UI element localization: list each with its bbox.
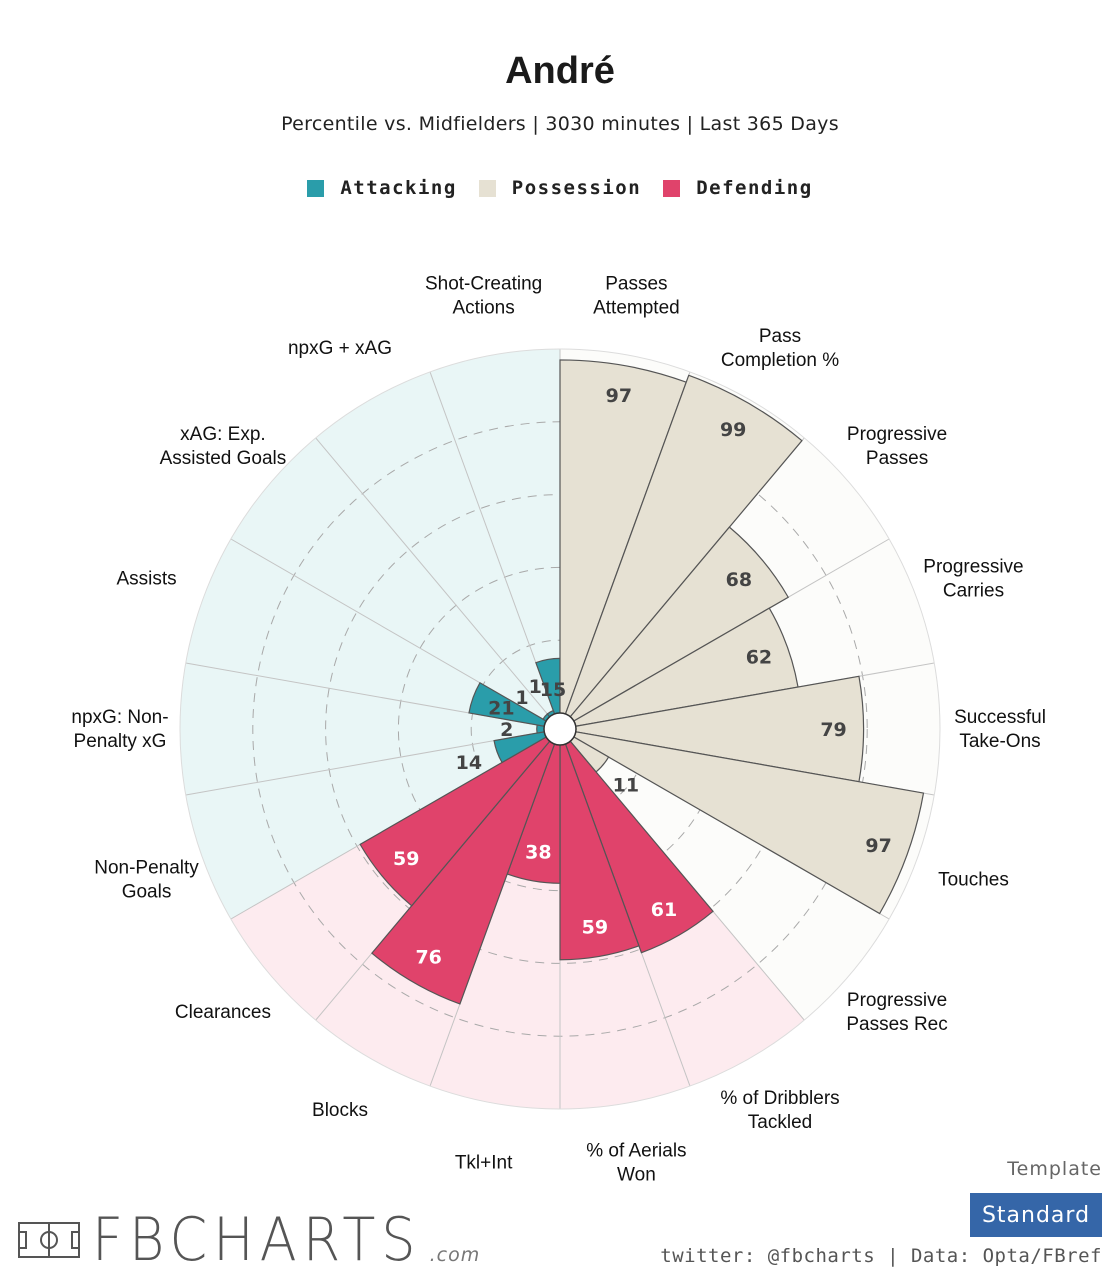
value-label-of-aerials-won: 59 [582, 917, 608, 939]
category-label-pass-completion: Pass Completion % [721, 326, 839, 371]
value-label-progressive-carries: 62 [746, 647, 772, 669]
category-label-line: Non-Penalty [94, 857, 199, 878]
legend-label-attacking: Attacking [340, 177, 457, 199]
category-label-line: xAG: Exp. [180, 424, 266, 445]
bg-sector-assists [185, 539, 547, 727]
legend-label-defending: Defending [696, 177, 813, 199]
category-label-line: Assisted Goals [160, 448, 287, 469]
chart-title: André [505, 50, 615, 92]
chart-subtitle: Percentile vs. Midfielders | 3030 minute… [281, 113, 839, 135]
category-label-shot-creating-actions: Shot-Creating Actions [425, 274, 542, 319]
category-label-progressive-passes-rec: Progressive Passes Rec [846, 990, 947, 1035]
outer-ring [179, 348, 941, 1110]
legend: Attacking Possession Defending [0, 177, 1120, 199]
template-button[interactable]: Standard [970, 1193, 1102, 1237]
value-label-pass-completion: 99 [720, 419, 746, 441]
category-label-line: Passes Rec [846, 1014, 947, 1035]
category-label-line: Blocks [312, 1100, 368, 1121]
category-label-line: % of Dribblers [720, 1088, 839, 1109]
category-label-line: Completion % [721, 350, 839, 371]
category-label-line: Tackled [748, 1112, 812, 1133]
category-label-of-aerials-won: % of Aerials Won [586, 1140, 686, 1185]
category-label-line: Pass [759, 326, 801, 347]
category-label-of-dribblers-tackled: % of Dribblers Tackled [720, 1088, 839, 1133]
category-label-non-penalty-goals: Non-Penalty Goals [94, 857, 199, 902]
value-label-touches: 97 [865, 835, 891, 857]
category-label-successful-take-ons: Successful Take-Ons [954, 707, 1046, 752]
center-hole [543, 712, 577, 746]
category-label-line: npxG + xAG [288, 338, 392, 359]
value-label-of-dribblers-tackled: 61 [651, 899, 677, 921]
category-label-line: Won [617, 1164, 656, 1185]
value-label-progressive-passes: 68 [726, 569, 752, 591]
legend-item-possession: Possession [478, 177, 642, 199]
value-label-non-penalty-goals: 14 [456, 752, 482, 774]
category-label-passes-attempted: Passes Attempted [593, 274, 680, 319]
legend-swatch-defending [663, 179, 681, 197]
brand-logo: FBCHARTS .com [18, 1204, 481, 1275]
spoke-0 [429, 371, 555, 715]
legend-item-attacking: Attacking [307, 177, 456, 199]
category-label-line: % of Aerials [586, 1140, 686, 1161]
category-label-line: Progressive [847, 424, 947, 445]
value-label-blocks: 76 [415, 946, 441, 968]
category-label-line: npxG: Non- [71, 707, 168, 728]
category-label-npxg-non-penalty-xg: npxG: Non- Penalty xG [71, 707, 168, 752]
category-label-line: Tkl+Int [455, 1152, 513, 1173]
bg-sector-shot-creating-actions [430, 349, 560, 714]
bg-sector-progressive-passes-rec [570, 737, 890, 1021]
value-label-npxg-xag: 1 [529, 676, 542, 698]
brand-suffix: .com [429, 1243, 481, 1266]
category-label-line: Shot-Creating [425, 274, 542, 295]
value-label-assists: 21 [488, 698, 514, 720]
category-label-npxg-xag: npxG + xAG [288, 338, 392, 359]
category-label-progressive-passes: Progressive Passes [847, 424, 947, 469]
value-label-tkl-int: 38 [525, 841, 551, 863]
value-label-shot-creating-actions: 15 [540, 679, 566, 701]
category-label-clearances: Clearances [175, 1002, 271, 1023]
bg-sector-npxg-xag [315, 371, 555, 717]
category-label-line: Passes [866, 448, 928, 469]
brand-name: FBCHARTS [92, 1204, 422, 1275]
category-label-line: Carries [943, 581, 1004, 602]
category-label-line: Clearances [175, 1002, 271, 1023]
bg-sector-xag-exp-assisted-goals [230, 437, 550, 721]
bg-sector-npxg-non-penalty-xg [180, 663, 545, 795]
value-label-progressive-passes-rec: 11 [613, 774, 639, 796]
category-label-line: Take-Ons [959, 731, 1040, 752]
value-label-xag-exp-assisted-goals: 1 [515, 687, 528, 709]
category-label-line: Progressive [847, 990, 947, 1011]
bg-sector-non-penalty-goals [185, 731, 547, 919]
category-label-line: Progressive [923, 557, 1023, 578]
credits: twitter: @fbcharts | Data: Opta/FBref [660, 1245, 1102, 1267]
category-label-line: Assists [116, 569, 176, 590]
category-label-tkl-int: Tkl+Int [455, 1152, 513, 1173]
category-label-xag-exp-assisted-goals: xAG: Exp. Assisted Goals [160, 424, 287, 469]
category-label-line: Penalty xG [74, 731, 167, 752]
value-label-passes-attempted: 97 [606, 385, 632, 407]
pitch-icon [18, 1221, 80, 1258]
category-label-line: Passes [605, 274, 667, 295]
spoke-17 [315, 437, 551, 718]
value-label-npxg-non-penalty-xg: 2 [500, 719, 513, 741]
value-label-successful-take-ons: 79 [820, 719, 846, 741]
value-label-clearances: 59 [393, 848, 419, 870]
category-label-line: Actions [452, 298, 514, 319]
category-label-touches: Touches [938, 869, 1009, 890]
legend-swatch-attacking [307, 179, 325, 197]
legend-item-defending: Defending [663, 177, 812, 199]
category-label-line: Touches [938, 869, 1009, 890]
legend-swatch-possession [478, 179, 496, 197]
category-label-blocks: Blocks [312, 1100, 368, 1121]
legend-label-possession: Possession [511, 177, 642, 199]
category-label-progressive-carries: Progressive Carries [923, 557, 1023, 602]
category-label-assists: Assists [116, 569, 176, 590]
category-label-line: Attempted [593, 298, 680, 319]
spoke-14 [185, 731, 545, 796]
category-label-line: Successful [954, 707, 1046, 728]
category-label-line: Goals [122, 881, 172, 902]
template-label: Template [1007, 1158, 1102, 1180]
